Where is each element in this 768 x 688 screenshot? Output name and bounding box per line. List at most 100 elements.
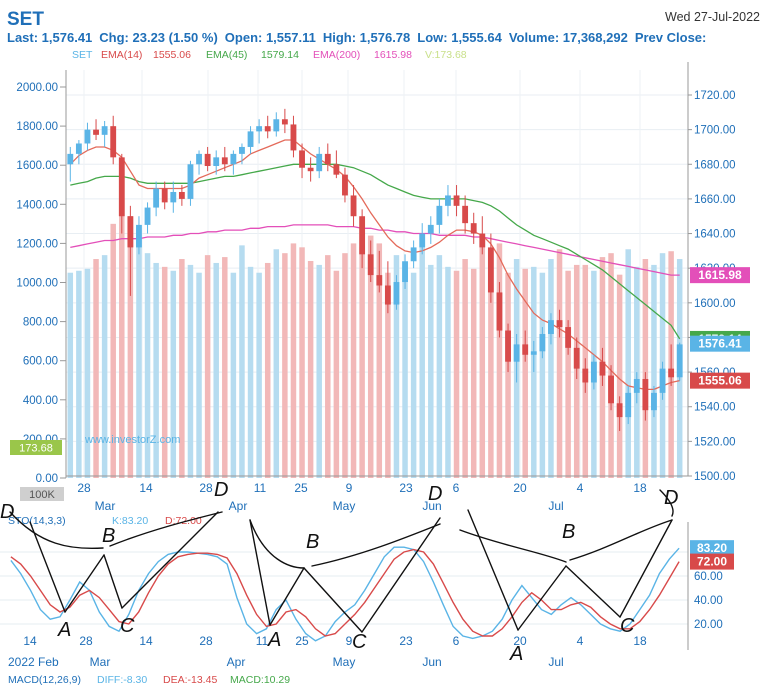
candle-body — [445, 195, 451, 206]
right-tick-label: 1660.00 — [694, 194, 736, 206]
candle-body — [333, 164, 340, 175]
x-tick-label: Jul — [548, 499, 563, 513]
volume-bar — [616, 274, 623, 478]
volume-bar — [410, 272, 417, 478]
candle-body — [196, 153, 202, 165]
hand-line-11 — [565, 565, 621, 618]
sto-x-tick-label: 28 — [199, 634, 213, 648]
sto-x-tick-label: Mar — [90, 655, 111, 669]
left-tick-label: 1400.00 — [16, 199, 58, 211]
last-price: Last: 1,576.41 — [7, 30, 93, 45]
candle-body — [522, 344, 529, 355]
volume-bar — [239, 245, 245, 478]
volume-bar — [419, 247, 425, 478]
volume-bar — [273, 249, 280, 478]
volume-bar — [548, 259, 554, 478]
candle-body — [153, 188, 160, 208]
volume-bar — [651, 264, 657, 478]
candle-body — [419, 233, 426, 248]
x-tick-label: 23 — [399, 481, 413, 495]
left-tick-label: 0.00 — [36, 473, 58, 485]
candle-body — [393, 282, 400, 305]
candle-body — [651, 392, 657, 411]
candle-body — [213, 157, 220, 167]
quote-header: SET Wed 27-Jul-2022 Last: 1,576.41 Chg: 2… — [0, 0, 768, 48]
sto-lines — [10, 546, 680, 642]
candle-body — [136, 224, 142, 248]
hand-letter: A — [509, 643, 523, 665]
volume-bar — [264, 262, 271, 478]
x-tick-label: 14 — [139, 481, 153, 495]
candle-body — [668, 368, 675, 378]
candle-body — [118, 157, 125, 217]
candle-body — [479, 233, 486, 248]
volume-bar — [505, 272, 511, 478]
volume-unit-badge — [20, 487, 64, 501]
right-tick-label: 1520.00 — [694, 436, 736, 448]
candle-body — [264, 126, 271, 132]
volume-bar — [187, 264, 194, 478]
candle-body — [170, 191, 177, 203]
left-tick-label: 1200.00 — [16, 238, 58, 250]
candle-body — [75, 143, 82, 154]
legend-ema45-value: 1579.14 — [261, 49, 299, 61]
hand-arc-5 — [459, 529, 567, 563]
x-tick-label: Mar — [95, 499, 116, 513]
sto-x-tick-label: Apr — [227, 655, 246, 669]
sto-value-tag — [690, 540, 734, 557]
hand-letter: C — [620, 615, 635, 637]
volume-bar — [282, 253, 288, 478]
hand-line-3 — [103, 554, 123, 609]
volume-bar — [299, 247, 305, 478]
volume-bar — [342, 253, 348, 478]
hand-letter: D — [664, 487, 678, 509]
hand-line-1 — [29, 521, 66, 613]
left-axis: 2000.00 1800.00 1600.00 1400.00 1200.00 1000.… — [16, 70, 67, 485]
volume-bar — [522, 268, 528, 478]
hand-letter: B — [306, 531, 319, 553]
hand-line-10 — [517, 565, 567, 631]
legend-ema14-value: 1555.06 — [153, 49, 191, 61]
candle-body — [127, 216, 134, 248]
volume-bar — [153, 262, 159, 478]
candle-body — [101, 126, 108, 135]
volume-bar — [247, 266, 254, 478]
x-tick-label: 9 — [346, 481, 353, 495]
volume-bar — [127, 216, 134, 478]
x-tick-label: Jun — [422, 499, 441, 513]
volume-bar — [642, 259, 649, 478]
candle-body — [453, 195, 460, 206]
candle-body — [599, 361, 606, 376]
hand-arc-1 — [9, 511, 104, 550]
right-tick-label: 1680.00 — [694, 159, 736, 171]
quote-date: Wed 27-Jul-2022 — [665, 10, 760, 24]
sto-x-tick-label: Jun — [422, 655, 441, 669]
volume-bar — [213, 262, 219, 478]
right-tick-label: 1500.00 — [694, 471, 736, 483]
hand-line-9 — [467, 509, 519, 631]
volume-bar — [307, 260, 314, 478]
legend-ema200-value: 1615.98 — [374, 49, 412, 61]
candle-body — [642, 379, 649, 411]
candle-body — [367, 254, 374, 276]
candle-body — [616, 403, 623, 418]
volume-bar — [222, 257, 228, 478]
quote-line: Last: 1,576.41 Chg: 23.23 (1.50 %) Open: 1… — [7, 30, 713, 45]
candle-body — [161, 188, 168, 203]
candle-body — [221, 157, 228, 165]
sto-d-line — [10, 548, 680, 637]
price-tag-label: 1615.98 — [698, 268, 742, 282]
right-tick-label: 1720.00 — [694, 90, 736, 102]
ema14-line — [69, 139, 680, 391]
volume-bar — [136, 235, 142, 478]
candle-body — [410, 247, 417, 262]
year-label: 2022 Feb — [8, 655, 59, 669]
volume-unit: 100K — [29, 489, 55, 501]
candle-body — [427, 224, 434, 234]
candle-body — [239, 146, 245, 154]
volume-bar — [359, 247, 365, 478]
price-x-axis: 28 Mar 14 28 Apr 11 25 May 9 23 Jun 6 20 Jul 4 18 — [66, 475, 688, 513]
